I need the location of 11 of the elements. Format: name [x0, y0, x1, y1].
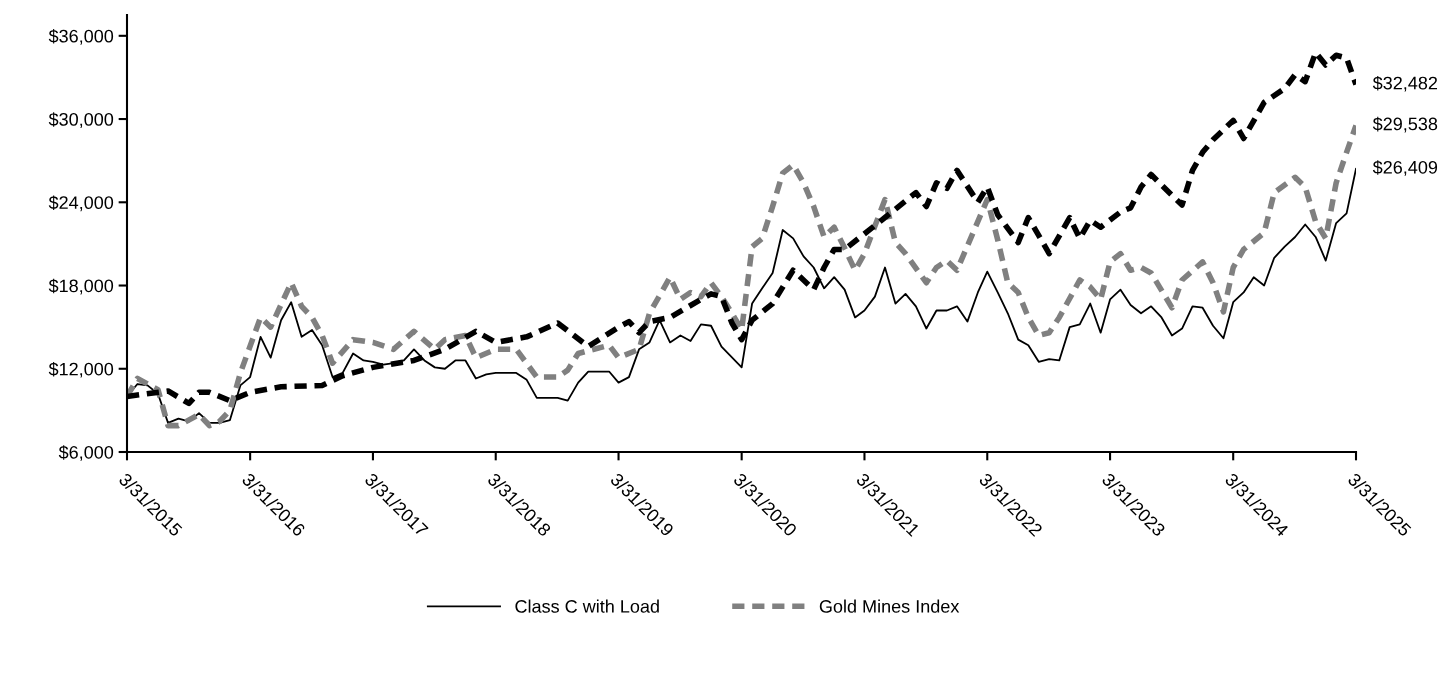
legend-label: Gold Mines Index [819, 599, 960, 613]
y-tick-label: $12,000 [48, 361, 114, 378]
y-tick-label: $18,000 [48, 278, 114, 295]
y-tick-label: $6,000 [58, 445, 114, 461]
annotation: $26,409 [1372, 160, 1438, 176]
y-tick-label: $36,000 [48, 28, 114, 45]
annotation: $32,482 [1372, 75, 1438, 92]
legend-label: Class C with Load [515, 599, 659, 613]
y-tick-label: $30,000 [48, 112, 114, 128]
y-tick-label: $24,000 [48, 195, 114, 212]
annotation: $29,538 [1372, 116, 1438, 133]
